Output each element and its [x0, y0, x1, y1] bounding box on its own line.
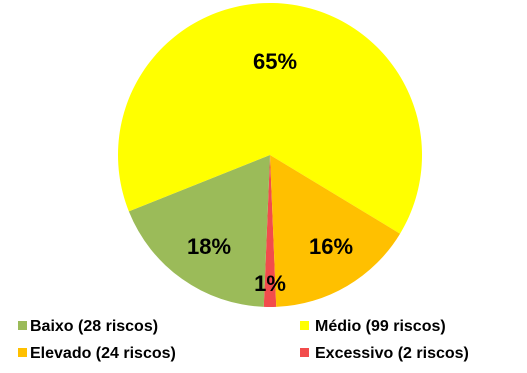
- pie-slice-elevado: [270, 155, 401, 307]
- legend-label-medio: Médio (99 riscos): [315, 318, 446, 335]
- legend-swatch-elevado: [18, 348, 27, 357]
- legend-swatch-baixo: [18, 321, 27, 330]
- legend-item-baixo: Baixo (28 riscos): [18, 318, 158, 335]
- slice-label-baixo: 18%: [187, 234, 231, 259]
- legend: Baixo (28 riscos) Médio (99 riscos) Elev…: [18, 318, 469, 362]
- legend-item-elevado: Elevado (24 riscos): [18, 345, 176, 362]
- pie-slice-excessivo: [263, 155, 277, 307]
- slice-labels: 65% 18% 16% 1%: [187, 49, 353, 296]
- slice-label-elevado: 16%: [309, 234, 353, 259]
- legend-label-elevado: Elevado (24 riscos): [30, 345, 176, 362]
- legend-swatch-medio: [300, 321, 309, 330]
- slice-label-excessivo: 1%: [254, 271, 286, 296]
- pie-slice-medio: [118, 2, 423, 234]
- legend-swatch-excessivo: [300, 348, 309, 357]
- legend-item-excessivo: Excessivo (2 riscos): [300, 345, 469, 362]
- slice-label-medio: 65%: [253, 49, 297, 74]
- pie-slices: [118, 2, 423, 307]
- legend-item-medio: Médio (99 riscos): [300, 318, 446, 335]
- pie-slice-baixo: [128, 155, 270, 307]
- legend-label-excessivo: Excessivo (2 riscos): [315, 345, 469, 362]
- legend-label-baixo: Baixo (28 riscos): [30, 318, 158, 335]
